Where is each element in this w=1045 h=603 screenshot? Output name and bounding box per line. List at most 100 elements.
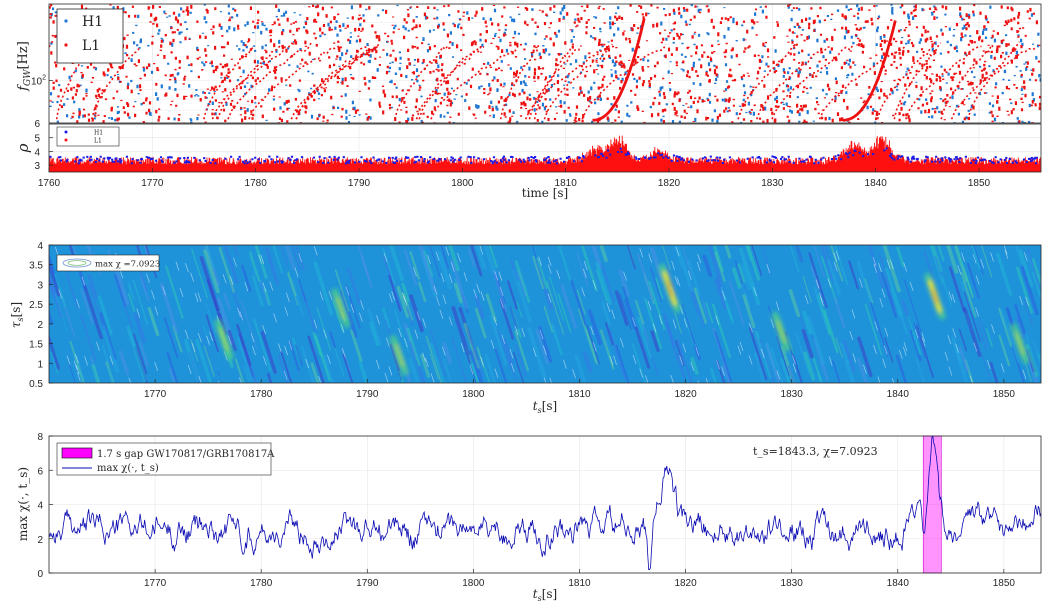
max-chi-y-tick-label: 6: [37, 466, 43, 477]
heatmap-speckle: [75, 364, 80, 375]
heatmap-streak: [474, 294, 485, 320]
heatmap-streak: [260, 330, 277, 374]
frequency-arc-tracks: [49, 41, 1038, 120]
heatmap-speckle: [828, 356, 833, 366]
heatmap-streak: [759, 338, 775, 383]
max-chi-y-tick-label: 4: [37, 501, 43, 512]
heatmap-streak: [586, 325, 600, 365]
heatmap-speckle: [877, 376, 881, 383]
heatmap-speckle: [948, 366, 953, 376]
heatmap-streak: [1018, 249, 1034, 288]
heatmap-speckle: [957, 265, 962, 275]
heatmap-speckle: [358, 312, 363, 322]
snr-x-tick-label: 1830: [761, 178, 784, 189]
heatmap-streak: [801, 310, 813, 335]
heatmap-streak: [557, 293, 572, 333]
heatmap-speckle: [154, 306, 159, 316]
heatmap-streak: [358, 360, 369, 383]
max-chi-line: [49, 436, 1041, 570]
heatmap-streak: [483, 245, 497, 275]
heatmap-streak: [163, 317, 179, 358]
heatmap-speckle: [696, 261, 701, 272]
heatmap-speckle: [592, 279, 597, 290]
heatmap-streak: [714, 331, 732, 383]
heatmap-streak: [803, 351, 815, 381]
max-chi-x-ticks: 1770 1780 1790 1800 1810 1820 1830 1840 1850: [144, 569, 1015, 589]
frequency-y-label-symbol: f: [16, 84, 31, 92]
heatmap-speckle: [980, 259, 985, 269]
heatmap-streak: [332, 300, 345, 332]
heatmap-speckle: [583, 261, 588, 271]
heatmap-streak: [168, 368, 177, 383]
heatmap-streak: [467, 248, 476, 267]
heatmap-speckle: [252, 345, 256, 356]
heatmap-streak: [903, 278, 923, 334]
heatmap-streak: [714, 251, 726, 282]
heatmap-speckle: [224, 351, 228, 361]
heatmap-speckle: [206, 335, 210, 345]
heatmap-streak: [538, 325, 553, 363]
heatmap-streak: [0, 316, 5, 365]
peak-annotation: t_s=1843.3, χ=7.0923: [753, 445, 878, 458]
heatmap-speckle: [737, 345, 742, 355]
heatmap-speckle: [514, 326, 519, 336]
heatmap-streak: [195, 338, 213, 383]
heatmap-speckle: [899, 349, 903, 359]
heatmap-streak: [915, 325, 935, 378]
heatmap-streak: [489, 315, 508, 366]
heatmap-streak: [80, 314, 97, 361]
heatmap-speckle: [695, 346, 700, 356]
heatmap-streak: [945, 245, 959, 274]
heatmap-speckle: [921, 337, 926, 347]
heatmap-speckle: [611, 309, 616, 319]
chi-map-x-label-symbol: t: [533, 399, 538, 413]
heatmap-streak: [608, 328, 627, 381]
snr-x-tick-label: 1800: [451, 178, 474, 189]
heatmap-streak: [114, 273, 127, 307]
heatmap-streak: [202, 324, 219, 372]
heatmap-streak: [453, 282, 463, 304]
heatmap-streak: [895, 354, 908, 383]
heatmap-streak: [429, 245, 441, 278]
heatmap-streak: [813, 286, 829, 329]
heatmap-streak: [64, 267, 79, 310]
heatmap-streak: [882, 245, 901, 293]
heatmap-speckle: [191, 342, 196, 352]
heatmap-speckle: [269, 281, 274, 291]
heatmap-speckle: [882, 358, 886, 368]
max-chi-x-tick-label: 1770: [144, 578, 167, 589]
frequency-legend-l1: L1: [82, 38, 100, 54]
heatmap-streak: [450, 259, 469, 310]
heatmap-streak: [342, 353, 354, 383]
heatmap-hotspot-core: [394, 343, 404, 367]
heatmap-speckle: [345, 286, 350, 296]
heatmap-streak: [234, 358, 245, 383]
heatmap-streak: [615, 344, 630, 383]
heatmap-streak: [605, 339, 613, 357]
max-chi-y-tick-label: 0: [37, 569, 43, 580]
heatmap-streak: [963, 291, 981, 342]
heatmap-speckle: [647, 300, 652, 310]
chi-map-x-tick-label: 1780: [250, 389, 273, 400]
frequency-y-tick-exponent: 2: [42, 74, 46, 81]
heatmap-streak: [199, 325, 211, 358]
heatmap-speckle: [175, 261, 180, 271]
heatmap-speckle: [648, 253, 653, 263]
snr-x-tick-label: 1780: [245, 178, 268, 189]
heatmap-streak: [19, 329, 35, 379]
heatmap-streak: [13, 328, 21, 355]
heatmap-streak: [748, 327, 768, 381]
heatmap-hotspot-core: [776, 320, 786, 343]
chi-heatmap-hotspots: [214, 263, 1030, 376]
heatmap-streak: [897, 306, 909, 334]
max-chi-x-label-sub: s: [538, 594, 542, 603]
heatmap-speckle: [549, 377, 552, 383]
heatmap-speckle: [187, 364, 192, 375]
snr-points-l1: [49, 135, 1041, 172]
heatmap-streak: [203, 249, 220, 294]
heatmap-streak: [191, 248, 208, 299]
heatmap-streak: [243, 366, 251, 383]
heatmap-speckle: [556, 269, 561, 279]
heatmap-streak: [507, 280, 518, 310]
heatmap-streak: [263, 288, 272, 306]
